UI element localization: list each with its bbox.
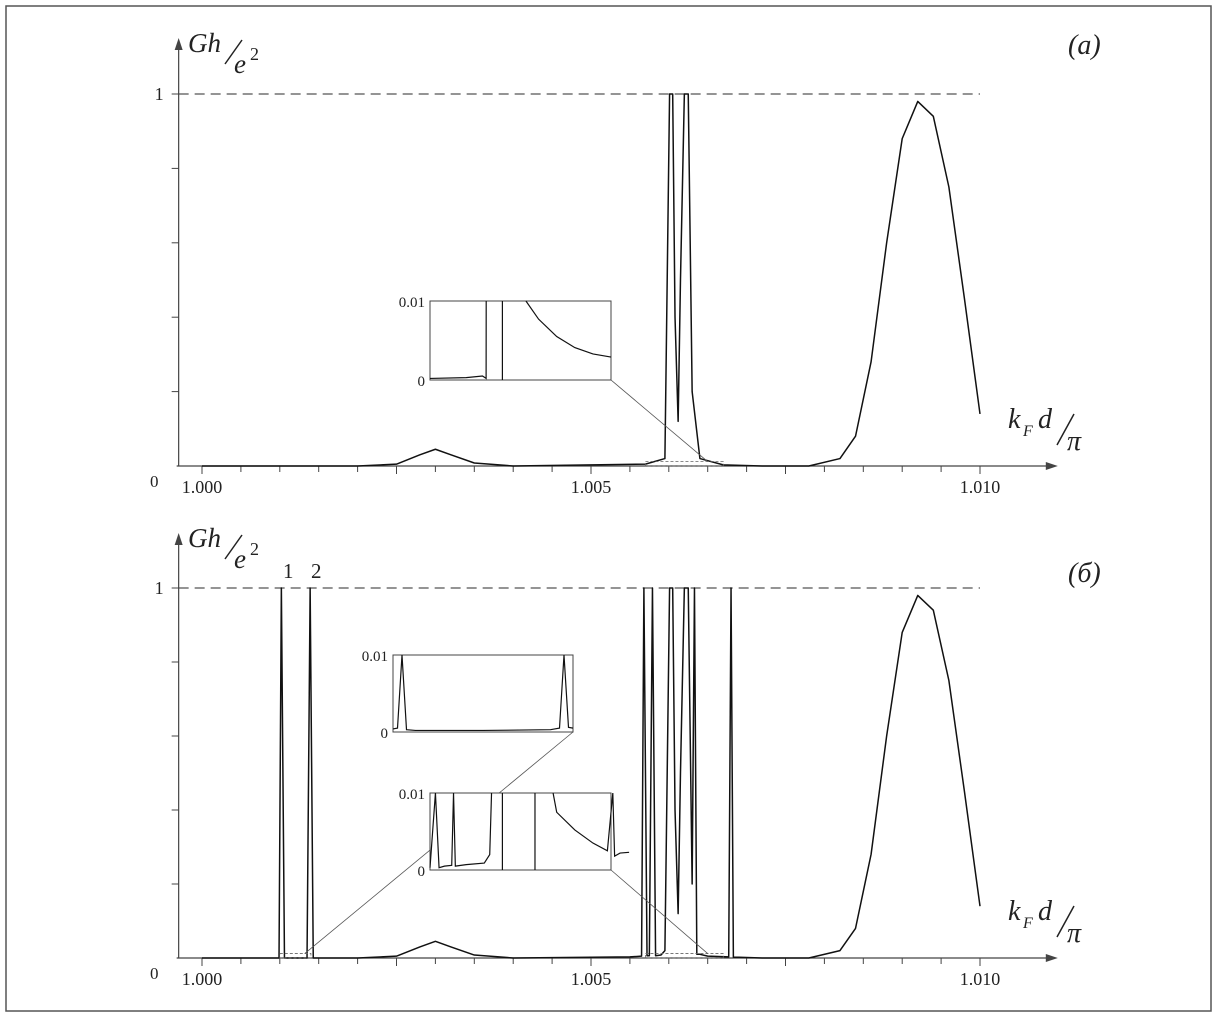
y-label-power: 2 [250, 539, 259, 559]
inset-connector [610, 869, 708, 954]
x-label-slash [1056, 413, 1075, 446]
inset-series-line [429, 792, 493, 869]
curve-annotation-2: 2 [311, 559, 322, 583]
y-axis-label: Gh e 2 [188, 523, 259, 574]
inset-y-tick-label: 0 [418, 374, 426, 390]
origin-label: 0 [150, 964, 159, 983]
panel-label: (б) [1068, 558, 1101, 589]
x-label-main: k [1008, 404, 1021, 435]
x-axis-arrow [1045, 462, 1058, 470]
inset-plot: 0.01 0 [362, 649, 574, 742]
x-label-after: d [1038, 404, 1053, 435]
x-axis-label: k F d π [1008, 896, 1082, 949]
zoom-region [645, 461, 724, 467]
x-axis-label: k F d π [1008, 404, 1082, 457]
y-label-slash [224, 39, 243, 65]
inset-series-line [429, 300, 487, 380]
chart-panel-a: 1 1.000 1.005 1.010 0.01 0 Gh e 2 (a) 0 k F d… [150, 28, 1101, 497]
y-label-power: 2 [250, 44, 259, 64]
main-plot: 1 1.000 1.005 1.010 0.01 0 0.01 0 [155, 533, 1058, 989]
x-label-denominator: π [1067, 426, 1082, 457]
x-tick-label: 1.005 [571, 969, 612, 989]
y-axis-arrow [174, 533, 183, 545]
x-tick-label: 1.000 [182, 477, 223, 497]
inset-y-tick-label: 0.01 [362, 649, 388, 665]
x-label-subscript: F [1022, 915, 1033, 932]
inset-plot: 0.01 0 [399, 787, 630, 880]
y-tick-label: 1 [155, 578, 164, 598]
inset-frame [429, 792, 612, 871]
x-axis-arrow [1045, 954, 1058, 962]
inset-y-tick-label: 0.01 [399, 787, 425, 803]
x-tick-label: 1.005 [571, 477, 612, 497]
main-plot: 1 1.000 1.005 1.010 0.01 0 [155, 38, 1058, 497]
inset-series-line [552, 792, 630, 858]
y-label-denominator: e [234, 49, 246, 79]
panel-label: (a) [1068, 30, 1101, 61]
inset-y-tick-label: 0.01 [399, 295, 425, 311]
zoom-region [645, 953, 724, 959]
inset-y-tick-label: 0 [418, 864, 426, 880]
zoom-region [279, 953, 312, 959]
x-label-main: k [1008, 896, 1021, 927]
inset-frame [429, 300, 612, 381]
x-label-after: d [1038, 896, 1053, 927]
y-tick-label: 1 [155, 84, 164, 104]
origin-label: 0 [150, 472, 159, 491]
series-line [202, 587, 981, 959]
y-label-denominator: e [234, 544, 246, 574]
y-axis-label: Gh e 2 [188, 28, 259, 79]
series-line [202, 93, 981, 467]
x-tick-label: 1.010 [960, 969, 1001, 989]
x-tick-label: 1.000 [182, 969, 223, 989]
x-label-subscript: F [1022, 423, 1033, 440]
x-label-denominator: π [1067, 918, 1082, 949]
inset-series-line [392, 654, 574, 732]
x-tick-label: 1.010 [960, 477, 1001, 497]
y-axis-arrow [174, 38, 183, 50]
inset-frame [392, 654, 574, 733]
inset-plot: 0.01 0 [399, 295, 612, 390]
inset-y-tick-label: 0 [381, 726, 389, 742]
y-label-slash [224, 534, 243, 560]
inset-series-line [525, 300, 612, 358]
y-label-main: Gh [188, 28, 221, 58]
x-label-slash [1056, 905, 1075, 938]
inset-connector [610, 379, 708, 462]
y-label-main: Gh [188, 523, 221, 553]
curve-annotation-1: 1 [283, 559, 294, 583]
